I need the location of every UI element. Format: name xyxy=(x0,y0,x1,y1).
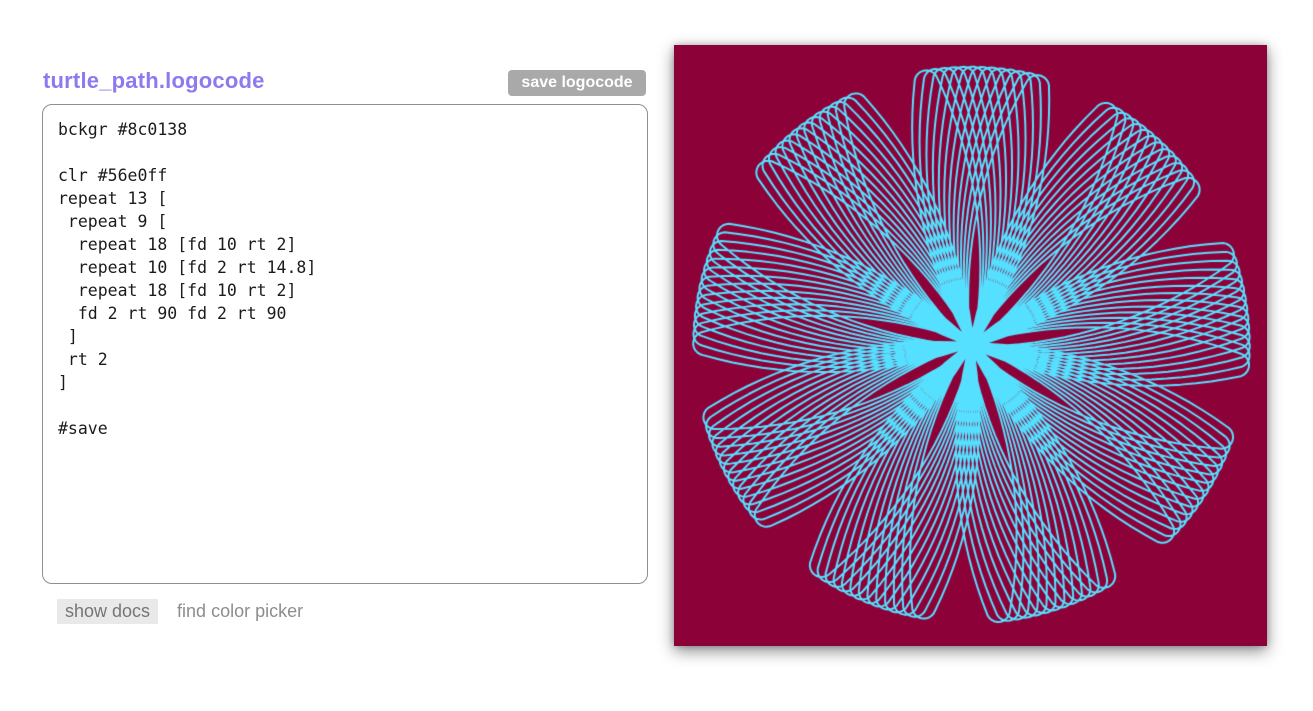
logo-code-editor[interactable] xyxy=(42,104,648,584)
file-title: turtle_path.logocode xyxy=(43,68,265,93)
find-color-picker-link[interactable]: find color picker xyxy=(177,600,304,621)
save-logocode-button[interactable]: save logocode xyxy=(508,70,646,96)
editor-footer: show docs find color picker xyxy=(57,598,303,624)
show-docs-button[interactable]: show docs xyxy=(57,598,159,624)
turtle-canvas xyxy=(674,45,1267,646)
turtle-output-panel xyxy=(674,45,1267,646)
